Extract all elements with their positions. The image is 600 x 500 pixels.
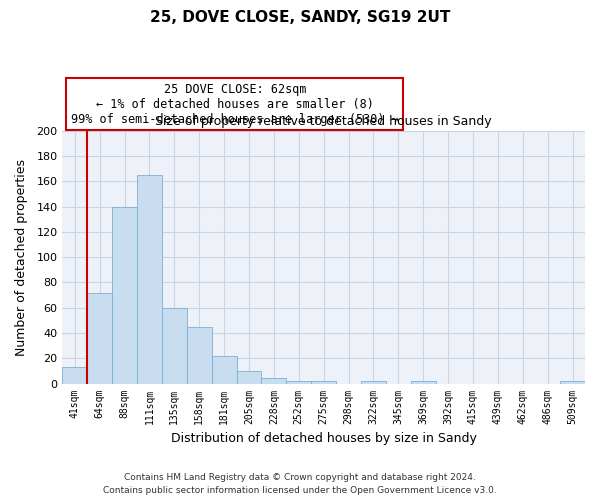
- Bar: [286, 381, 311, 384]
- Bar: [112, 206, 137, 384]
- Y-axis label: Number of detached properties: Number of detached properties: [15, 158, 28, 356]
- Bar: [87, 292, 112, 384]
- Bar: [411, 381, 436, 384]
- Bar: [262, 378, 286, 384]
- Text: 25 DOVE CLOSE: 62sqm
← 1% of detached houses are smaller (8)
99% of semi-detache: 25 DOVE CLOSE: 62sqm ← 1% of detached ho…: [71, 82, 398, 126]
- Bar: [62, 367, 87, 384]
- Bar: [137, 175, 162, 384]
- Text: Contains HM Land Registry data © Crown copyright and database right 2024.
Contai: Contains HM Land Registry data © Crown c…: [103, 473, 497, 495]
- Bar: [361, 381, 386, 384]
- Bar: [187, 326, 212, 384]
- Bar: [560, 381, 585, 384]
- Text: 25, DOVE CLOSE, SANDY, SG19 2UT: 25, DOVE CLOSE, SANDY, SG19 2UT: [150, 10, 450, 25]
- Bar: [212, 356, 236, 384]
- Bar: [311, 381, 336, 384]
- Title: Size of property relative to detached houses in Sandy: Size of property relative to detached ho…: [155, 115, 492, 128]
- X-axis label: Distribution of detached houses by size in Sandy: Distribution of detached houses by size …: [171, 432, 476, 445]
- Bar: [162, 308, 187, 384]
- Bar: [236, 371, 262, 384]
